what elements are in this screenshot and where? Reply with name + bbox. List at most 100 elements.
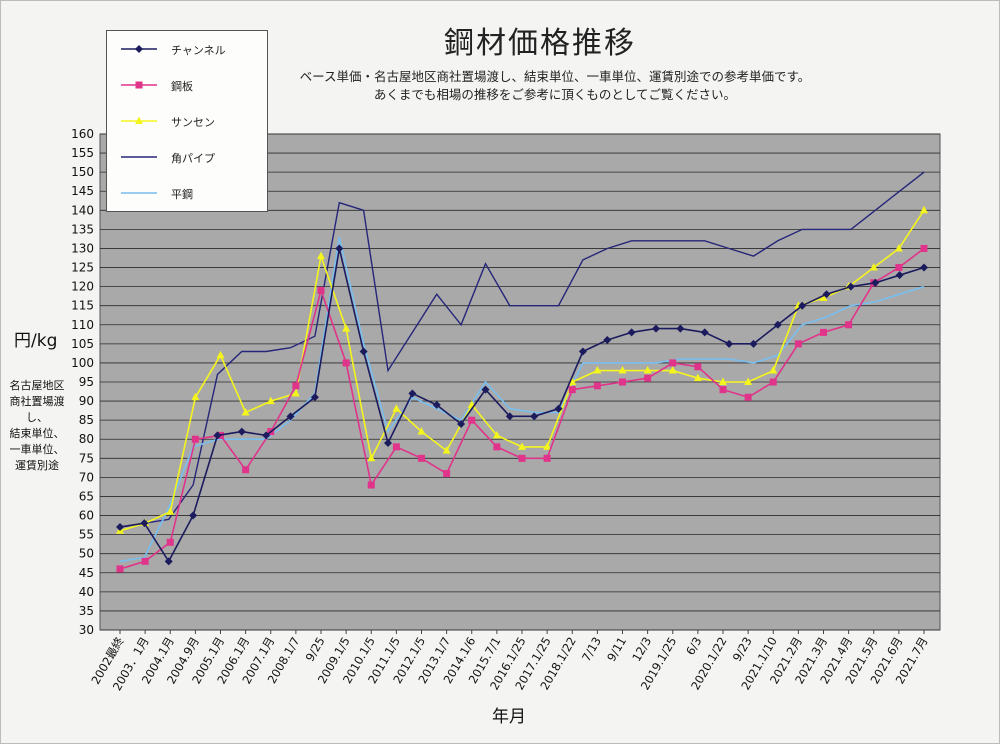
legend-symbol-square-pipe <box>121 156 157 158</box>
data-point <box>700 328 709 337</box>
y-tick-label: 120 <box>71 280 94 294</box>
series-line <box>119 248 925 563</box>
x-axis-label: 年月 <box>492 707 526 727</box>
x-tick-label: 9/25 <box>303 635 328 664</box>
data-point <box>694 363 702 371</box>
data-point <box>292 382 300 390</box>
chart-note-line-2: あくまでも相場の推移をご参考に頂くものとしてご覧ください。 <box>373 87 737 102</box>
x-tick-label: 7/13 <box>579 635 604 664</box>
legend-symbol-steel-plate <box>121 81 157 89</box>
data-point <box>237 427 246 436</box>
x-tick-label: 12/3 <box>629 635 654 664</box>
y-tick-label: 30 <box>79 623 94 637</box>
data-point <box>286 412 295 421</box>
x-tick-label: 9/11 <box>604 635 629 664</box>
y-tick-label: 60 <box>79 509 94 523</box>
series-line <box>119 236 925 563</box>
data-point <box>191 392 200 401</box>
legend-label: チャンネル <box>171 44 226 57</box>
data-point <box>920 244 928 252</box>
data-point <box>417 427 426 435</box>
legend-item: 平鋼 <box>119 185 259 201</box>
y-tick-label: 35 <box>79 604 94 618</box>
data-point <box>895 271 904 280</box>
y-tick-label: 45 <box>79 566 94 580</box>
data-point <box>116 522 124 531</box>
data-point <box>241 408 250 416</box>
data-point <box>554 404 563 413</box>
y-tick-label: 160 <box>71 127 94 141</box>
data-point <box>719 386 727 394</box>
legend-marker <box>135 81 143 89</box>
data-point <box>216 350 225 359</box>
legend-symbol-sansen <box>121 116 157 124</box>
data-point <box>719 377 727 385</box>
y-tick-label: 90 <box>79 394 94 408</box>
data-point <box>291 388 300 397</box>
y-tick-label: 150 <box>71 165 94 179</box>
data-point <box>518 442 526 450</box>
data-point <box>593 382 601 390</box>
legend-label: サンセン <box>171 116 215 129</box>
y-tick-label: 145 <box>71 184 94 198</box>
data-point <box>367 481 375 489</box>
data-point <box>342 324 351 332</box>
data-point <box>242 466 250 474</box>
data-point <box>798 301 807 310</box>
y-axis-note-line: 名古屋地区 <box>9 379 65 392</box>
data-point <box>342 359 350 367</box>
y-tick-label: 95 <box>79 375 94 389</box>
y-tick-label: 140 <box>71 203 94 217</box>
data-point <box>693 373 702 382</box>
data-point <box>543 442 552 450</box>
data-point <box>603 336 612 345</box>
legend-label: 平鋼 <box>171 188 193 201</box>
data-point <box>794 340 802 348</box>
data-point <box>543 454 551 462</box>
data-point <box>191 435 199 443</box>
y-axis-note-line: 一車単位、 <box>9 443 65 456</box>
data-point <box>262 431 271 440</box>
data-point <box>530 412 539 421</box>
data-point <box>335 244 344 253</box>
y-tick-label: 125 <box>71 261 94 275</box>
data-point <box>769 378 777 386</box>
legend-item: 鋼板 <box>119 77 259 93</box>
y-tick-label: 75 <box>79 451 94 465</box>
data-point <box>457 419 466 428</box>
data-point <box>166 507 175 515</box>
data-point <box>627 328 636 337</box>
data-point <box>213 431 222 440</box>
data-point <box>644 374 652 382</box>
data-point <box>442 446 451 454</box>
data-point <box>822 290 831 299</box>
legend-symbol-channel <box>121 45 157 53</box>
data-point <box>846 282 855 291</box>
data-point <box>384 439 392 448</box>
data-point <box>744 393 752 401</box>
data-point <box>869 263 878 271</box>
legend-marker <box>135 116 143 124</box>
data-point <box>392 443 400 451</box>
data-point <box>359 347 368 356</box>
data-point <box>676 324 685 333</box>
y-tick-label: 130 <box>71 241 94 255</box>
legend-label: 角パイプ <box>171 152 215 165</box>
legend-item: サンセン <box>119 113 259 129</box>
y-tick-label: 100 <box>71 356 94 370</box>
data-point <box>518 454 526 462</box>
y-tick-label: 80 <box>79 432 94 446</box>
data-point <box>871 278 880 287</box>
chart-note-line-1: ベース単価・名古屋地区商社置場渡し、結束単位、一車単位、運賃別途での参考単価です… <box>299 69 811 84</box>
data-point <box>820 328 827 336</box>
data-point <box>749 339 758 348</box>
data-point <box>920 205 928 214</box>
x-tick-label: 6/3 <box>683 635 704 658</box>
legend-item: 角パイプ <box>119 149 259 165</box>
data-point <box>432 400 441 409</box>
data-point <box>310 393 319 402</box>
y-tick-label: 55 <box>79 528 94 542</box>
y-tick-label: 50 <box>79 547 94 561</box>
data-point <box>408 389 417 398</box>
